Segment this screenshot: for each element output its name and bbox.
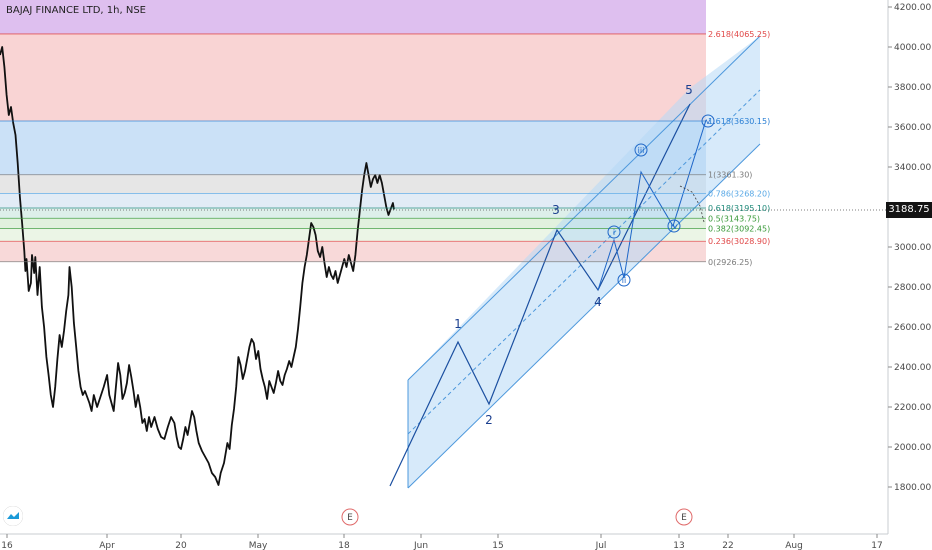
x-tick-label-2: 20 (175, 541, 187, 550)
sub-wave-marker-v (701, 114, 715, 128)
wave-path (389, 103, 691, 487)
tradingview-logo-icon[interactable] (2, 505, 24, 527)
y-tick-label-11: 2000.00 (894, 443, 931, 453)
x-tick-label-5: Jun (413, 541, 428, 550)
event-marker-1 (675, 508, 693, 526)
fib-label-8: 0(2926.25) (708, 258, 752, 267)
wave-label-2: 2 (485, 413, 493, 427)
fib-zone-3 (0, 174, 706, 194)
x-tick-label-0: 16 (1, 541, 13, 550)
y-tick-label-6: 3000.00 (894, 243, 931, 253)
sub-wave-marker-iii (634, 143, 648, 157)
x-tick-label-6: 15 (492, 541, 503, 550)
chart-title: BAJAJ FINANCE LTD, 1h, NSE (6, 5, 146, 16)
sub-wave-marker-iv (667, 219, 681, 233)
x-tick-label-4: 18 (338, 541, 350, 550)
y-tick-label-0: 4200.00 (894, 3, 931, 13)
wave-label-5: 5 (685, 83, 693, 97)
y-tick-label-10: 2200.00 (894, 403, 931, 413)
fib-zone-6 (0, 218, 706, 229)
fib-zone-0 (0, 0, 706, 34)
fib-zone-7 (0, 228, 706, 242)
y-tick-label-3: 3600.00 (894, 123, 931, 133)
event-marker-0 (341, 508, 359, 526)
y-tick-label-4: 3400.00 (894, 163, 931, 173)
event-label-1: E (681, 513, 687, 523)
fib-zone-1 (0, 33, 706, 121)
current-price-badge: 3188.75 (886, 202, 932, 218)
sub-wave-marker-i (607, 225, 621, 239)
fib-zone-4 (0, 193, 706, 208)
x-tick-label-8: 13 (673, 541, 684, 550)
y-tick-label-1: 4000.00 (894, 43, 931, 53)
fib-label-6: 0.382(3092.45) (708, 225, 770, 234)
sub-wave-marker-ii (617, 273, 631, 287)
wave-label-3: 3 (552, 203, 560, 217)
price-series (0, 46, 395, 486)
fib-label-5: 0.5(3143.75) (708, 214, 760, 223)
fib-label-1: 1.618(3630.15) (708, 117, 770, 126)
y-tick-label-9: 2400.00 (894, 363, 931, 373)
channel-lower-line (407, 143, 761, 489)
x-tick-label-10: Aug (785, 541, 803, 550)
y-tick-label-2: 3800.00 (894, 83, 931, 93)
fib-label-3: 0.786(3268.20) (708, 189, 770, 198)
price-line (0, 46, 395, 486)
fibonacci-levels: 2.618(4065.25) 1.618(3630.15) 1(3361.30) 0.… (0, 30, 888, 267)
x-tick-label-7: Jul (595, 541, 607, 550)
time-axis-panel (0, 534, 932, 550)
fib-label-2: 1(3361.30) (708, 171, 752, 180)
wave-label-4: 4 (594, 295, 602, 309)
fib-label-4: 0.618(3195.10) (708, 204, 770, 213)
x-tick-label-3: May (249, 541, 268, 550)
sub-wave-label-iii: iii (638, 146, 645, 155)
price-axis-panel (888, 0, 932, 550)
fibonacci-zones (0, 0, 706, 262)
sub-wave-label-iv: iv (671, 222, 678, 231)
x-tick-label-9: 22 (722, 541, 733, 550)
x-tick-label-1: Apr (99, 541, 115, 550)
y-tick-label-8: 2600.00 (894, 323, 931, 333)
sub-wave-label-i: i (613, 228, 615, 237)
fib-label-0: 2.618(4065.25) (708, 30, 770, 39)
y-tick-label-12: 1800.00 (894, 483, 931, 493)
projection-path (679, 185, 705, 223)
wave-label-1: 1 (454, 317, 462, 331)
sub-wave-label-v: v (706, 117, 711, 126)
x-tick-label-11: 17 (871, 541, 882, 550)
event-label-0: E (347, 513, 353, 523)
y-tick-label-7: 2800.00 (894, 283, 931, 293)
fib-zone-5 (0, 207, 706, 219)
sub-wave-label-ii: ii (622, 276, 626, 285)
fib-zone-2 (0, 120, 706, 175)
fib-label-7: 0.236(3028.90) (708, 237, 770, 246)
